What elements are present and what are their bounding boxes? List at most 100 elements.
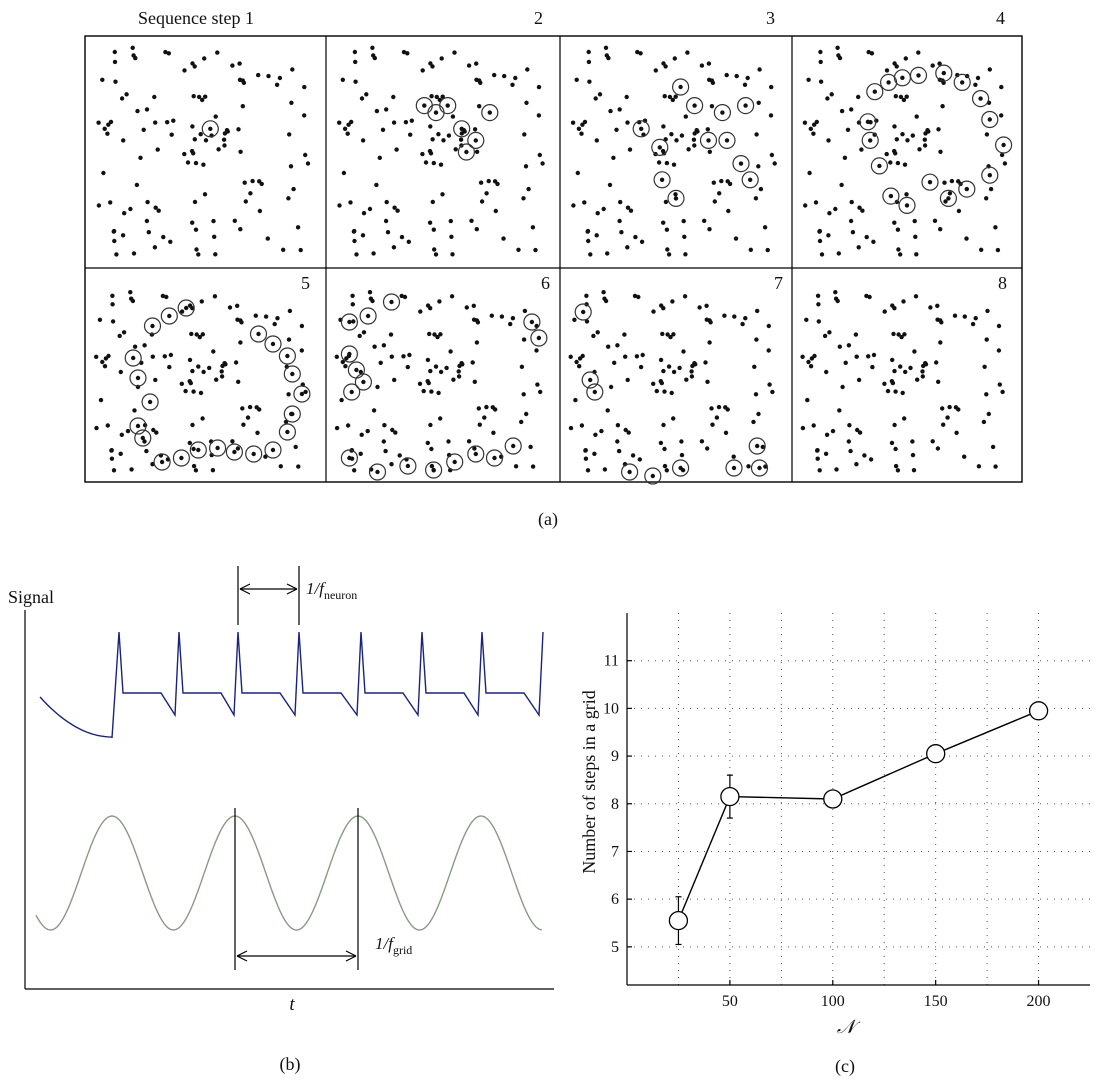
y-tick-label: 6 (611, 891, 619, 908)
grid-cell-dot (150, 354, 155, 359)
active-cell-dot (405, 463, 411, 469)
grid-cell-dot (477, 104, 482, 109)
grid-cell-dot (808, 126, 813, 131)
active-cell-ring (866, 83, 884, 101)
grid-cell-dot (227, 305, 233, 310)
grid-cell-dot (712, 199, 717, 204)
grid-cell-dot (343, 364, 348, 369)
grid-cell-dot (661, 61, 666, 66)
grid-cell-dot (121, 330, 127, 335)
grid-cell-dot (671, 332, 676, 337)
grid-cell-dot (352, 238, 357, 244)
data-point (668, 910, 689, 931)
grid-cell-dot (286, 337, 292, 342)
grid-cell-dot (290, 67, 295, 72)
grid-cell-dot (910, 439, 915, 444)
active-cell-dot (731, 465, 737, 471)
grid-cell-dot (639, 239, 645, 244)
active-cell-dot (365, 313, 371, 319)
grid-cell-dot (288, 164, 294, 169)
grid-cell-dot (219, 374, 225, 379)
grid-cell-dot (477, 422, 482, 427)
grid-cell-dot (884, 151, 889, 157)
grid-cell-dot (409, 118, 414, 123)
grid-cell-dot (658, 379, 663, 384)
grid-cell-dot (510, 82, 515, 88)
grid-cell-dot (305, 161, 311, 166)
grid-cell-dot (295, 225, 301, 230)
grid-cell-dot (109, 456, 115, 461)
grid-cell-dot (615, 439, 620, 444)
active-cell-dot (215, 445, 220, 451)
active-cell-ring (467, 445, 485, 463)
grid-cell-dot (383, 218, 389, 224)
grid-cell-dot (235, 303, 240, 308)
grid-cell-dot (470, 360, 475, 365)
grid-cell-dot (189, 331, 194, 337)
grid-cell-dot (433, 364, 439, 369)
grid-cell-dot (145, 199, 150, 205)
grid-cell-dot (535, 382, 540, 387)
grid-cell-dot (993, 464, 998, 469)
grid-cell-dot (595, 330, 600, 335)
grid-cell-dot (351, 319, 356, 324)
grid-cell-dot (118, 369, 124, 375)
y-tick-label: 5 (611, 939, 619, 956)
data-point (720, 786, 740, 807)
grid-cell-dot (474, 149, 480, 154)
grid-cell-dot (896, 247, 901, 252)
grid-cell-dot (665, 247, 670, 252)
grid-cell-dot (882, 381, 887, 386)
grid-cell-dot (605, 408, 610, 413)
sequence-cells (94, 45, 1013, 485)
active-cell-dot (978, 96, 983, 101)
grid-cell-dot (128, 206, 133, 212)
grid-cell-dot (707, 149, 712, 154)
active-cell-ring (368, 463, 387, 481)
active-cell-dot (720, 110, 725, 115)
grid-cell-dot (389, 354, 394, 359)
grid-cell-dot (522, 308, 528, 314)
step-label-2: 2 (534, 8, 543, 28)
grid-cell-dot (704, 303, 709, 308)
grid-cell-dot (716, 404, 722, 410)
grid-cell-dot (274, 82, 280, 88)
active-cell-dot (270, 447, 276, 453)
active-cell-ring (283, 405, 301, 423)
grid-cell-dot (849, 107, 854, 112)
grid-cell-dot (692, 361, 697, 366)
grid-cell-dot (664, 227, 670, 232)
grid-cell-dot (491, 430, 496, 435)
grid-cell-dot (94, 354, 99, 359)
chart-y-label: Number of steps in a grid (579, 690, 599, 873)
active-cell-ring (278, 423, 296, 441)
grid-cell-dot (922, 137, 927, 142)
grid-cell-dot (345, 131, 350, 136)
active-cell-dot (877, 163, 882, 169)
grid-cell-dot (818, 49, 823, 55)
grid-cell-dot (679, 452, 685, 458)
grid-cell-dot (673, 94, 678, 99)
grid-cell-dot (984, 392, 989, 397)
grid-cell-dot (704, 317, 709, 322)
grid-cell-dot (625, 120, 630, 125)
grid-cell-dot (236, 379, 241, 384)
grid-cell-dot (848, 448, 853, 454)
grid-cell-dot (602, 467, 608, 472)
active-cell-ring (129, 369, 147, 387)
grid-cell-dot (656, 160, 662, 165)
grid-cell-dot (902, 162, 908, 167)
active-cell-ring (861, 131, 879, 149)
grid-cell-dot (420, 151, 425, 157)
grid-cell-dot (603, 45, 609, 50)
grid-cell-dot (380, 127, 386, 132)
active-cell-ring (870, 157, 889, 175)
grid-cell-dot (709, 406, 714, 411)
grid-cell-dot (339, 397, 344, 403)
grid-cell-dot (207, 365, 212, 371)
active-cell-dot (135, 423, 141, 429)
active-cell-dot (256, 331, 261, 337)
grid-cell-dot (230, 63, 235, 68)
grid-cell-dot (190, 368, 195, 374)
active-cell-dot (964, 186, 969, 192)
